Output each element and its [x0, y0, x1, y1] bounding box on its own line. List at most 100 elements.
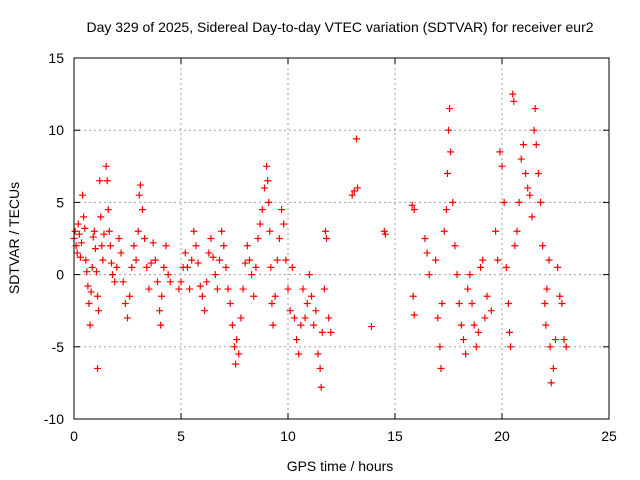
data-point-marker — [192, 242, 200, 250]
data-point-marker — [303, 299, 311, 307]
data-point-marker — [128, 263, 136, 271]
data-point-marker — [245, 256, 253, 264]
data-point-marker — [556, 292, 564, 300]
data-point-marker — [94, 364, 102, 372]
data-point-marker — [543, 285, 551, 293]
data-point-marker — [299, 285, 307, 293]
data-point-marker — [130, 242, 138, 250]
data-point-marker — [164, 271, 172, 279]
data-point-marker — [209, 253, 217, 261]
data-point-marker — [218, 227, 226, 235]
data-point-marker — [409, 292, 417, 300]
data-point-marker — [492, 227, 500, 235]
data-point-marker — [459, 336, 467, 344]
data-point-marker — [440, 227, 448, 235]
data-point-marker — [408, 201, 416, 209]
data-point-marker — [423, 249, 431, 257]
grid-lines — [74, 58, 609, 419]
data-point-marker — [103, 177, 111, 185]
data-point-marker — [560, 336, 568, 344]
data-point-marker — [554, 263, 562, 271]
data-point-marker — [138, 206, 146, 214]
data-point-marker — [136, 181, 144, 189]
data-point-marker — [515, 198, 523, 206]
data-points — [70, 90, 570, 391]
x-axis-ticks: 0 5 10 15 20 25 — [70, 58, 617, 444]
data-point-marker — [89, 233, 97, 241]
data-point-marker — [147, 259, 155, 267]
data-point-marker — [528, 213, 536, 221]
data-point-marker — [268, 299, 276, 307]
data-point-marker — [75, 230, 83, 238]
data-point-marker — [85, 299, 93, 307]
x-tick-label: 25 — [601, 428, 617, 444]
data-point-marker — [295, 350, 303, 358]
data-point-marker — [205, 249, 213, 257]
data-point-marker — [325, 314, 333, 322]
data-point-marker — [273, 256, 281, 264]
data-point-marker — [449, 198, 457, 206]
data-point-marker — [280, 220, 288, 228]
y-axis-ticks: -10 -5 0 5 10 15 — [44, 50, 609, 427]
data-point-marker — [109, 271, 117, 279]
data-point-marker — [481, 314, 489, 322]
data-point-marker — [532, 141, 540, 149]
data-point-marker — [228, 321, 236, 329]
data-point-marker — [196, 282, 204, 290]
data-point-marker — [256, 220, 264, 228]
data-point-marker — [526, 191, 534, 199]
data-point-marker — [425, 271, 433, 279]
data-point-marker — [216, 256, 224, 264]
data-point-marker — [464, 285, 472, 293]
data-point-marker — [321, 227, 329, 235]
data-point-marker — [181, 249, 189, 257]
x-tick-label: 0 — [70, 428, 78, 444]
data-point-marker — [105, 227, 113, 235]
data-point-marker — [186, 285, 194, 293]
data-point-marker — [158, 292, 166, 300]
data-point-marker — [472, 343, 480, 351]
data-point-marker — [446, 105, 454, 113]
data-point-marker — [547, 379, 555, 387]
data-point-marker — [284, 285, 292, 293]
data-point-marker — [541, 299, 549, 307]
data-point-marker — [113, 263, 121, 271]
data-point-marker — [317, 383, 325, 391]
data-point-marker — [474, 328, 482, 336]
data-point-marker — [297, 321, 305, 329]
x-tick-label: 15 — [387, 428, 403, 444]
data-point-marker — [156, 307, 164, 315]
data-point-marker — [310, 321, 318, 329]
data-point-marker — [308, 292, 316, 300]
data-point-marker — [275, 235, 283, 242]
data-point-marker — [203, 278, 211, 286]
data-point-marker — [107, 259, 115, 267]
data-point-marker — [510, 97, 518, 105]
data-point-marker — [166, 278, 174, 286]
data-point-marker — [81, 224, 89, 232]
data-point-marker — [183, 263, 191, 271]
data-point-marker — [496, 148, 504, 156]
data-point-marker — [98, 242, 106, 250]
data-point-marker — [258, 206, 266, 214]
data-point-marker — [549, 364, 557, 372]
data-point-marker — [542, 321, 550, 329]
data-point-marker — [517, 155, 525, 163]
data-point-marker — [410, 311, 418, 319]
data-point-marker — [121, 299, 129, 307]
data-point-marker — [188, 256, 196, 264]
data-point-marker — [265, 198, 273, 206]
data-point-marker — [434, 314, 442, 322]
data-point-marker — [88, 263, 96, 271]
data-point-marker — [119, 278, 127, 286]
data-point-marker — [282, 256, 290, 264]
data-point-marker — [232, 360, 240, 368]
data-point-marker — [143, 263, 151, 271]
data-point-marker — [141, 235, 149, 242]
data-point-marker — [507, 343, 515, 351]
data-point-marker — [134, 227, 142, 235]
data-point-marker — [314, 350, 322, 358]
data-point-marker — [305, 271, 313, 279]
data-point-marker — [487, 307, 495, 315]
data-point-marker — [442, 206, 450, 214]
